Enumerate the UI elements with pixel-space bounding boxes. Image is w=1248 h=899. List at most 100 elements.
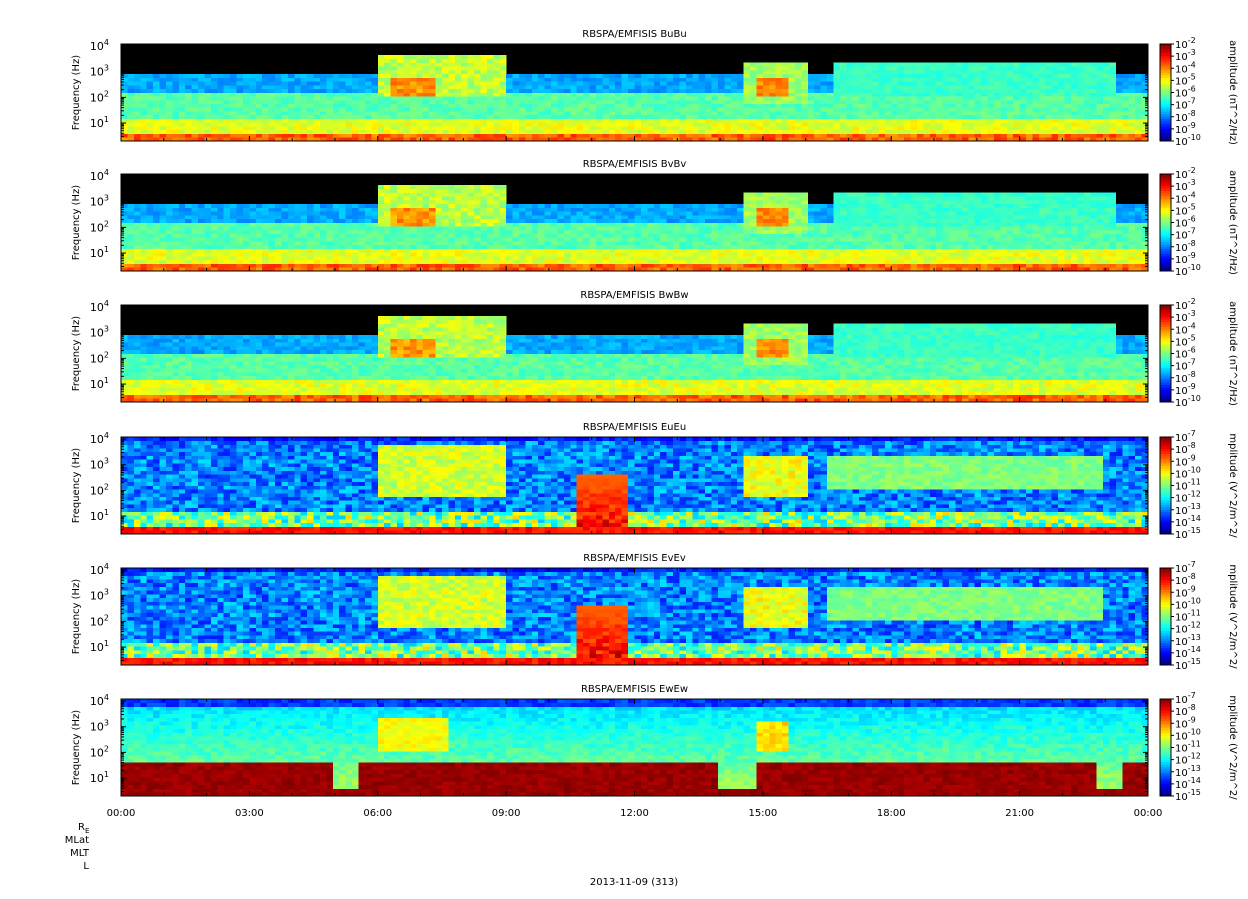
heatmap-cell [172,248,180,253]
heatmap-cell [551,122,558,127]
heatmap-cell [955,137,963,142]
heatmap-cell [326,222,334,227]
heatmap-cell [153,99,160,104]
heatmap-cell [621,122,629,127]
heatmap-cell [217,85,224,90]
heatmap-cell [121,237,128,242]
heatmap-cell [576,226,584,231]
heatmap-cell [595,211,603,216]
heatmap-cell [968,111,975,116]
heatmap-cell [390,70,398,75]
heatmap-cell [1103,103,1110,108]
heatmap-cell [454,62,462,67]
heatmap-cell [762,126,770,131]
heatmap-cell [993,133,1001,138]
heatmap-cell [531,237,539,242]
heatmap-cell [345,122,353,127]
heatmap-cell [865,62,873,67]
heatmap-cell [647,81,655,86]
heatmap-cell [185,207,192,212]
heatmap-cell [185,215,192,220]
heatmap-cell [595,244,603,249]
heatmap-cell [172,263,180,268]
heatmap-cell [319,122,327,127]
heatmap-cell [1141,99,1149,104]
heatmap-cell [807,99,815,104]
heatmap-cell [172,226,180,231]
heatmap-cell [345,77,353,82]
heatmap-cell [358,122,366,127]
heatmap-cell [904,129,911,134]
heatmap-cell [499,226,507,231]
heatmap-cell [249,203,257,208]
heatmap-cell [756,114,764,119]
heatmap-cell [955,129,963,134]
heatmap-cell [993,62,1001,67]
heatmap-cell [345,233,353,238]
heatmap-cell [891,122,898,127]
heatmap-cell [551,263,558,268]
heatmap-cell [307,211,314,216]
heatmap-cell [275,237,282,242]
heatmap-cell [268,241,276,246]
heatmap-cell [518,111,526,116]
heatmap-cell [191,111,199,116]
heatmap-cell [673,263,680,268]
heatmap-cell [486,122,494,127]
heatmap-cell [268,259,276,264]
heatmap-cell [871,62,879,67]
heatmap-cell [441,222,449,227]
heatmap-cell [1064,70,1072,75]
heatmap-cell [1064,62,1072,67]
heatmap-cell [949,111,956,116]
heatmap-cell [640,111,648,116]
heatmap-cell [474,248,481,253]
heatmap-cell [544,215,552,220]
heatmap-cell [981,96,988,101]
heatmap-cell [403,85,411,90]
heatmap-cell [390,58,398,63]
heatmap-cell [294,211,302,216]
heatmap-cell [319,241,327,246]
heatmap-cell [294,107,302,112]
heatmap-cell [287,241,295,246]
heatmap-cell [409,229,417,234]
heatmap-cell [230,77,237,82]
heatmap-cell [897,118,905,123]
heatmap-cell [422,256,430,261]
heatmap-cell [198,77,205,82]
heatmap-cell [422,215,430,220]
heatmap-cell [313,73,321,78]
heatmap-cell [1077,73,1085,78]
heatmap-cell [602,229,610,234]
heatmap-cell [409,92,417,97]
heatmap-cell [287,259,295,264]
heatmap-cell [127,133,135,138]
heatmap-cell [223,237,231,242]
heatmap-cell [230,126,237,131]
heatmap-cell [628,92,635,97]
heatmap-cell [441,211,449,216]
heatmap-cell [307,248,314,253]
heatmap-cell [923,92,931,97]
heatmap-cell [159,241,167,246]
heatmap-cell [364,256,372,261]
heatmap-cell [294,256,302,261]
heatmap-cell [474,233,481,238]
heatmap-cell [352,229,359,234]
heatmap-cell [756,133,764,138]
heatmap-cell [634,92,642,97]
heatmap-cell [281,222,289,227]
heatmap-cell [1013,107,1020,112]
heatmap-cell [589,256,597,261]
heatmap-cell [852,77,860,82]
heatmap-cell [1090,73,1097,78]
heatmap-cell [1122,81,1130,86]
heatmap-cell [512,233,520,238]
heatmap-cell [313,118,321,123]
heatmap-cell [839,99,847,104]
heatmap-cell [287,137,295,142]
heatmap-cell [480,122,488,127]
heatmap-cell [929,66,937,71]
heatmap-cell [249,118,257,123]
